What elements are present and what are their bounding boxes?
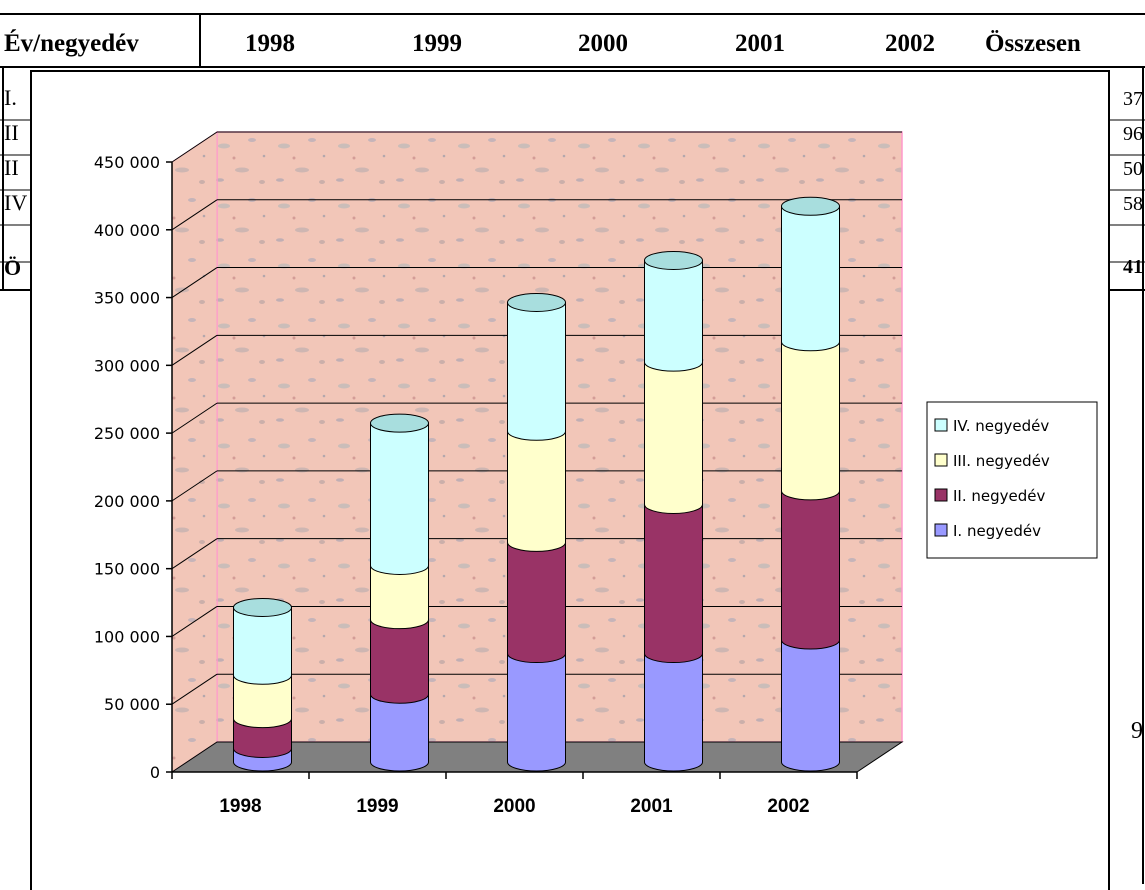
- y-tick-label: 50 000: [104, 695, 160, 714]
- y-tick-label: 100 000: [94, 627, 160, 646]
- table-header-year: 1998: [245, 30, 295, 57]
- table-row-label: I.: [4, 85, 17, 110]
- bar-top-cap: [781, 196, 840, 216]
- y-tick-label: 450 000: [94, 153, 160, 172]
- table-header-label: Év/negyedév: [4, 30, 139, 57]
- table-row-value: 41: [1123, 256, 1143, 278]
- bar-segment: [781, 341, 840, 501]
- table-row-label: II: [4, 120, 19, 145]
- x-tick-label: 2000: [493, 796, 535, 817]
- bar-top-cap: [370, 413, 429, 433]
- table-header-total: Összesen: [985, 30, 1081, 57]
- bar-segment: [644, 653, 703, 772]
- gridline-side: [171, 538, 218, 570]
- gridline-side: [171, 267, 218, 298]
- chart-side-wall: [171, 131, 218, 773]
- gridline-side: [171, 334, 218, 366]
- bar-segment: [370, 564, 429, 630]
- bar-segment: [507, 301, 566, 441]
- table-header-year: 1999: [412, 30, 462, 57]
- y-tick-label: 300 000: [94, 356, 160, 375]
- bar-segment: [781, 490, 840, 650]
- bar-segment: [781, 205, 840, 352]
- gridline-side: [171, 131, 218, 163]
- legend-entry: IV. negyedév: [953, 417, 1049, 435]
- table-row-value: 37: [1123, 88, 1143, 110]
- table-row-value: 50: [1123, 158, 1143, 180]
- gridline-side: [171, 673, 218, 705]
- legend-entry: III. negyedév: [953, 452, 1050, 470]
- bar-segment: [233, 718, 292, 758]
- bar-segment: [507, 541, 566, 664]
- gridline-side: [171, 470, 218, 502]
- legend-swatch: [934, 523, 948, 537]
- bar-top-cap: [233, 597, 292, 617]
- bar-top-cap: [507, 292, 566, 312]
- legend: [926, 401, 1098, 559]
- bar-segment: [370, 422, 429, 575]
- stacked-bar-chart: 0 50 000 100 000 150 000 200 000 250 000 300 0…: [94, 131, 1098, 817]
- gridline-side: [171, 402, 218, 434]
- chart-area[interactable]: 0 50 000 100 000 150 000 200 000 250 000 300 0…: [30, 70, 1110, 890]
- bar-segment: [644, 503, 703, 664]
- table-row-label: IV: [4, 190, 28, 215]
- y-tick-label: 200 000: [94, 492, 160, 511]
- x-tick-label: 2001: [630, 796, 673, 817]
- x-tick-label: 2002: [767, 796, 809, 817]
- y-tick-label: 0: [150, 763, 160, 782]
- table-row-value: 58: [1123, 193, 1143, 215]
- bar-segment: [507, 653, 566, 772]
- legend-entry: I. negyedév: [953, 522, 1041, 540]
- bar-segment: [370, 693, 429, 772]
- table-header-year: 2000: [578, 30, 628, 57]
- x-tick-label: 1998: [219, 796, 261, 817]
- table-header-year: 2002: [885, 30, 935, 57]
- gridline-side: [171, 199, 218, 231]
- legend-entry: II. negyedév: [953, 487, 1045, 505]
- legend-swatch: [934, 488, 948, 502]
- bar-segment: [781, 639, 840, 772]
- y-tick-label: 400 000: [94, 221, 160, 240]
- gridline-side: [171, 606, 218, 637]
- bar-segment: [644, 259, 703, 372]
- bar-segment: [644, 361, 703, 514]
- y-tick-label: 250 000: [94, 424, 160, 443]
- table-row-label: II: [4, 155, 19, 180]
- legend-swatch: [934, 453, 948, 467]
- bar-top-cap: [644, 250, 703, 270]
- bar-segment: [370, 619, 429, 704]
- bar-segment: [233, 606, 292, 685]
- x-tick-label: 1999: [356, 796, 398, 817]
- table-header-year: 2001: [735, 30, 785, 57]
- table-cell-fragment: 9: [1131, 718, 1143, 744]
- legend-swatch: [934, 418, 948, 432]
- y-tick-label: 150 000: [94, 560, 160, 579]
- y-tick-label: 350 000: [94, 289, 160, 308]
- table-row-value: 96: [1123, 123, 1143, 145]
- bar-segment: [233, 674, 292, 729]
- bar-segment: [507, 430, 566, 552]
- table-row-label: Ö: [4, 255, 22, 280]
